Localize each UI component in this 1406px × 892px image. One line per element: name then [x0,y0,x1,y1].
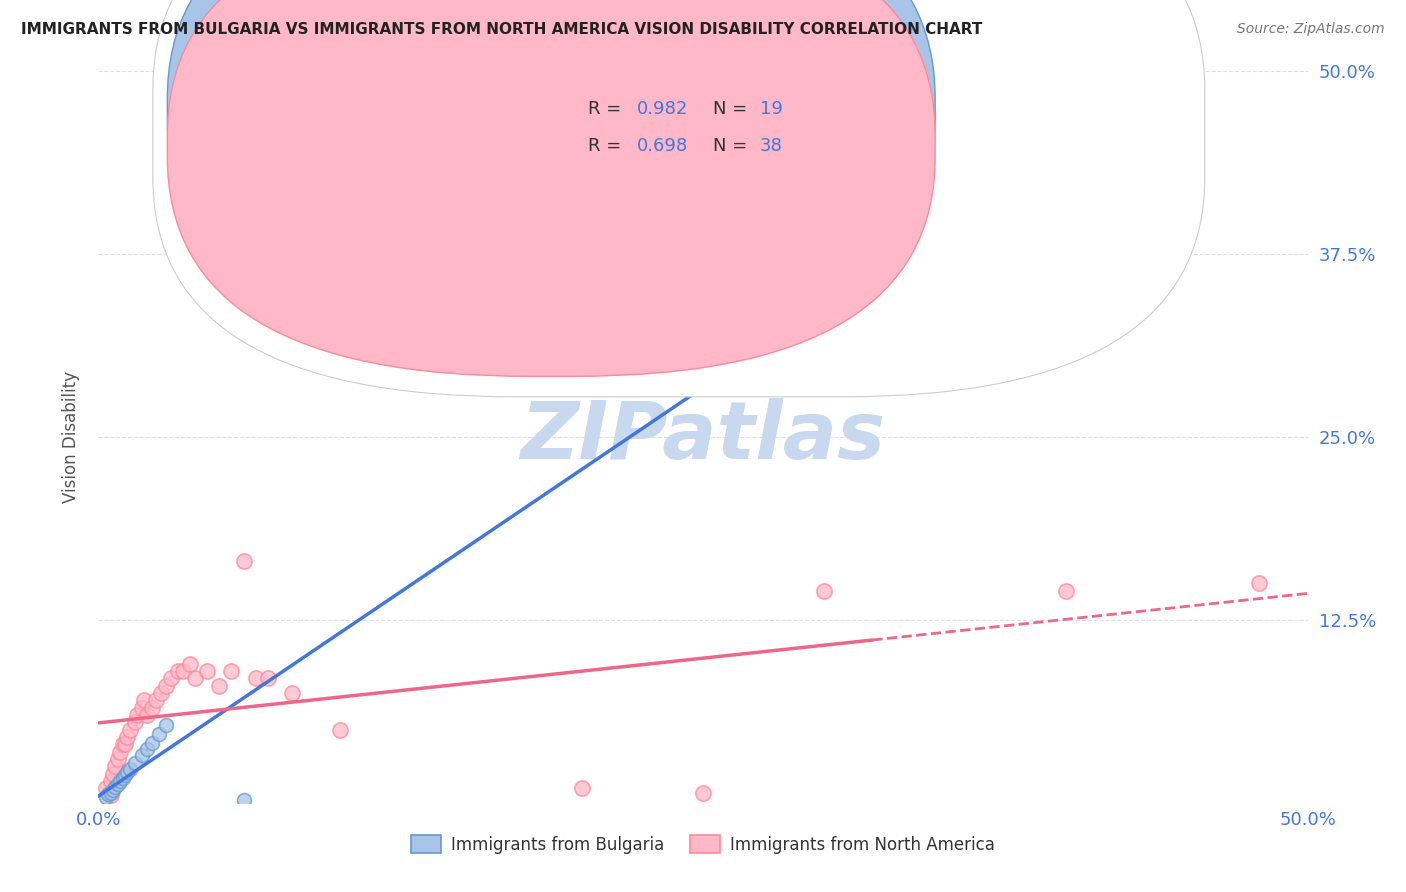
Point [813,583,835,598]
Point [94,781,117,796]
Point [101,782,124,797]
Text: 0.698: 0.698 [637,137,688,155]
Y-axis label: Vision Disability: Vision Disability [62,371,80,503]
Point [134,693,156,707]
Text: R =: R = [588,101,627,119]
Point [118,723,141,737]
Point [167,664,190,678]
Text: R =: R = [588,137,627,155]
Point [1054,583,1077,598]
Point [245,672,267,686]
Text: 38: 38 [759,137,783,155]
Point [195,664,218,678]
Point [114,737,136,751]
Point [108,745,131,759]
Point [232,793,254,807]
Point [131,747,153,762]
Point [108,773,131,788]
Point [97,787,120,801]
Point [232,554,254,568]
Point [131,700,153,714]
Point [124,756,146,771]
Point [155,679,177,693]
Point [172,664,194,678]
Point [135,741,157,756]
Point [107,752,129,766]
Point [124,715,146,730]
FancyBboxPatch shape [167,0,935,340]
Text: IMMIGRANTS FROM BULGARIA VS IMMIGRANTS FROM NORTH AMERICA VISION DISABILITY CORR: IMMIGRANTS FROM BULGARIA VS IMMIGRANTS F… [21,22,983,37]
Point [107,777,129,791]
Text: N =: N = [713,101,752,119]
Point [179,657,201,671]
Point [1249,576,1271,591]
Point [100,786,122,800]
Text: Source: ZipAtlas.com: Source: ZipAtlas.com [1237,22,1385,37]
Point [184,672,207,686]
Point [208,679,231,693]
Point [148,727,170,741]
Point [692,786,714,800]
Text: N =: N = [713,137,752,155]
Point [571,781,593,796]
Point [221,664,243,678]
Point [117,765,139,780]
Point [256,672,278,686]
Point [100,773,122,788]
Point [155,718,177,732]
Point [1102,94,1125,108]
Point [101,766,124,780]
Point [150,686,173,700]
Point [94,789,117,804]
Legend: Immigrants from Bulgaria, Immigrants from North America: Immigrants from Bulgaria, Immigrants fro… [405,829,1001,860]
Point [100,789,122,803]
Point [141,700,163,714]
FancyBboxPatch shape [167,0,935,376]
Point [281,686,304,700]
Point [141,736,163,750]
Text: 0.982: 0.982 [637,101,688,119]
Point [145,693,167,707]
Point [114,768,136,782]
Text: ZIPatlas: ZIPatlas [520,398,886,476]
Point [329,723,352,737]
Point [111,737,134,751]
Point [127,708,149,723]
Point [111,771,134,785]
Point [104,780,127,794]
Text: 19: 19 [759,101,783,119]
Point [160,672,183,686]
Point [104,759,127,773]
Point [118,762,141,776]
FancyBboxPatch shape [153,0,1205,397]
Point [135,708,157,723]
Point [117,730,139,744]
